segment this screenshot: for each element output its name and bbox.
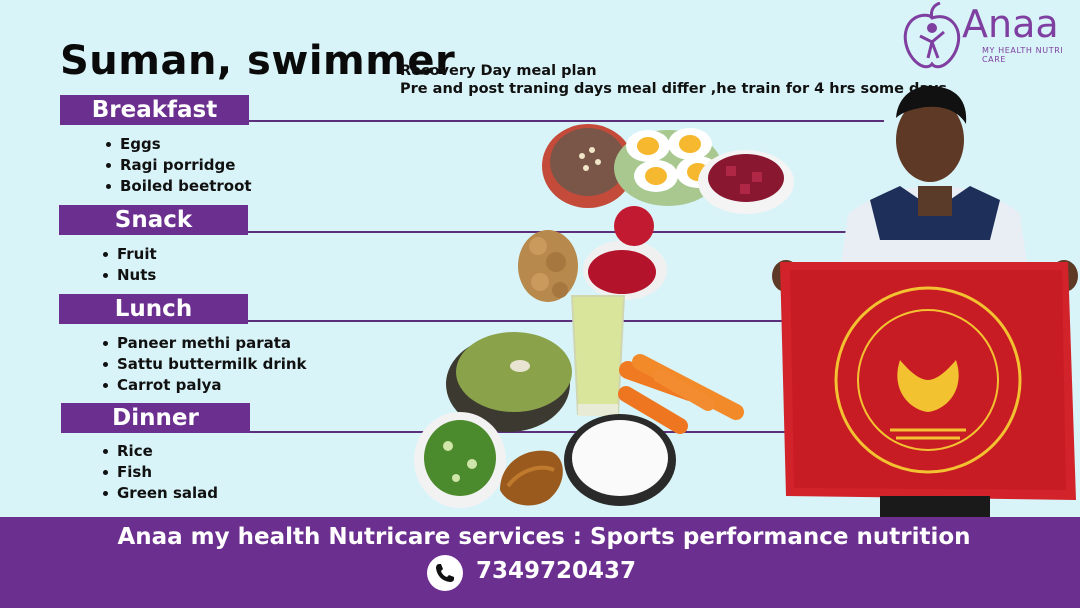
list-item: Ragi porridge [104, 155, 252, 176]
dinner-list: Rice Fish Green salad [101, 441, 218, 504]
logo-name: Anaa [962, 2, 1059, 46]
subtitle-line-1: Recovery Day meal plan [400, 63, 597, 79]
page-title: Suman, swimmer [60, 38, 456, 84]
ragi-porridge-image [542, 124, 634, 208]
rice-bowl-image [564, 414, 676, 506]
section-divider [250, 431, 790, 433]
list-item: Boiled beetroot [104, 176, 252, 197]
list-item: Sattu buttermilk drink [101, 354, 307, 375]
carrots-image [618, 354, 744, 434]
fried-fish-image [500, 450, 563, 506]
list-item: Fruit [101, 244, 157, 265]
list-item: Nuts [101, 265, 157, 286]
footer-bar [0, 517, 1080, 608]
apple-figure-logo-icon [903, 2, 961, 69]
snack-list: Fruit Nuts [101, 244, 157, 286]
phone-number[interactable]: 7349720437 [476, 558, 637, 584]
list-item: Paneer methi parata [101, 333, 307, 354]
logo-tagline: MY HEALTH NUTRI CARE [982, 46, 1064, 64]
section-label-dinner: Dinner [61, 403, 250, 433]
section-label-breakfast: Breakfast [60, 95, 249, 125]
sattu-drink-image [570, 295, 626, 416]
breakfast-list: Eggs Ragi porridge Boiled beetroot [104, 134, 252, 197]
pomegranate-image [583, 206, 667, 300]
section-divider [249, 120, 884, 122]
phone-icon [427, 555, 463, 591]
list-item: Fish [101, 462, 218, 483]
walnuts-image [518, 230, 578, 302]
green-salad-image [414, 412, 506, 508]
list-item: Eggs [104, 134, 252, 155]
section-label-lunch: Lunch [59, 294, 248, 324]
lunch-list: Paneer methi parata Sattu buttermilk dri… [101, 333, 307, 396]
plan-subtitle: Recovery Day meal plan Pre and post tran… [400, 62, 952, 98]
beetroot-image [698, 150, 794, 214]
subtitle-line-2: Pre and post traning days meal differ ,h… [400, 81, 953, 97]
list-item: Carrot palya [101, 375, 307, 396]
section-divider [248, 320, 788, 322]
list-item: Green salad [101, 483, 218, 504]
boiled-eggs-image [614, 128, 722, 206]
paneer-methi-paratha-image [446, 332, 572, 432]
footer-tagline: Anaa my health Nutricare services : Spor… [117, 524, 971, 550]
list-item: Rice [101, 441, 218, 462]
section-label-snack: Snack [59, 205, 248, 235]
